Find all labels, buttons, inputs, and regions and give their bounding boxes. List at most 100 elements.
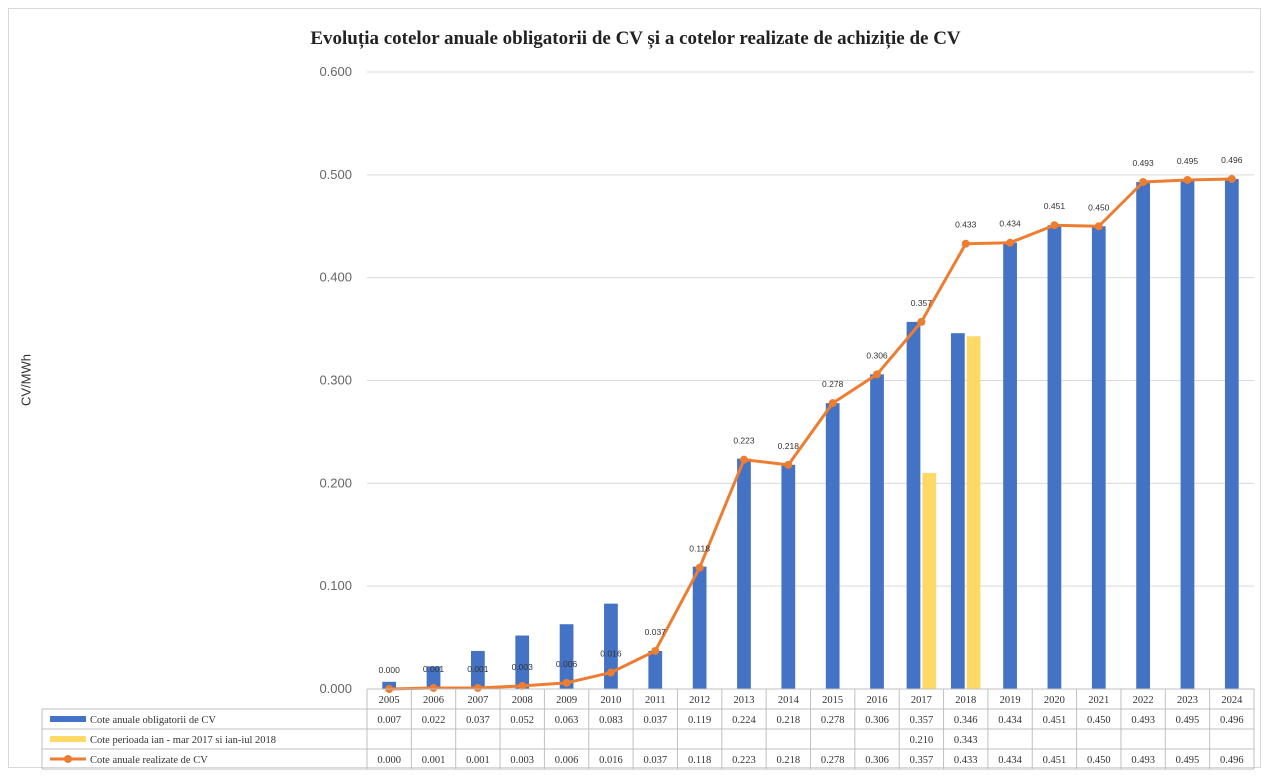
bar-obligatorii <box>426 666 441 689</box>
table-cell-value: 0.451 <box>1043 755 1067 766</box>
line-marker <box>1094 222 1103 231</box>
legend-key-marker <box>64 755 72 763</box>
table-cell-value: 0.083 <box>599 715 623 726</box>
line-data-label: 0.003 <box>512 662 534 672</box>
y-tick-labels: 0.000 0.100 0.200 0.300 0.400 0.500 0.600 <box>319 64 352 696</box>
bar-obligatorii <box>515 635 530 689</box>
bar-obligatorii <box>906 321 921 689</box>
bar-obligatorii <box>604 603 618 689</box>
line-data-label: 0.016 <box>600 649 622 659</box>
bar-obligatorii <box>737 458 751 689</box>
bar-obligatorii <box>471 650 485 689</box>
table-cell-value: 0.022 <box>422 715 446 726</box>
bar-obligatorii <box>1180 179 1195 689</box>
table-cell-value: 0.278 <box>821 715 845 726</box>
y-tick-label: 0.200 <box>319 475 352 490</box>
bar-obligatorii <box>870 374 884 689</box>
line-marker <box>1227 174 1236 183</box>
y-tick-label: 0.400 <box>319 270 352 285</box>
line-marker <box>695 563 704 572</box>
line-marker <box>1006 238 1015 247</box>
category-label: 2010 <box>600 695 621 706</box>
table-cell-value: 0.357 <box>910 755 934 766</box>
line-data-label: 0.433 <box>955 220 977 230</box>
line-marker <box>651 646 660 655</box>
category-label: 2022 <box>1133 695 1154 706</box>
table-cell-value: 0.495 <box>1176 715 1200 726</box>
table-cell-value: 0.434 <box>998 755 1022 766</box>
legend-label: Cote anuale obligatorii de CV <box>90 715 216 726</box>
table-cell-value: 0.016 <box>599 755 623 766</box>
table-cell-value: 0.451 <box>1043 715 1067 726</box>
line-realizate <box>389 177 1232 691</box>
category-label: 2006 <box>423 695 444 706</box>
category-label: 2009 <box>556 695 577 706</box>
table-cell-value: 0.000 <box>377 755 401 766</box>
line-data-label: 0.451 <box>1044 201 1066 211</box>
table-cell-value: 0.223 <box>732 755 756 766</box>
bar-perioada <box>966 336 981 689</box>
data-table: 2005 2006 2007 2008 2009 2010 2011 2012 2013 2014… <box>41 688 1255 770</box>
table-cell-value: 0.007 <box>377 715 401 726</box>
line-data-label: 0.000 <box>379 665 401 675</box>
table-cell-value: 0.118 <box>688 755 711 766</box>
category-label: 2014 <box>778 695 800 706</box>
table-cell-value: 0.493 <box>1131 755 1155 766</box>
table-cell-value: 0.006 <box>555 755 579 766</box>
line-marker <box>784 460 793 469</box>
table-cell-value: 0.224 <box>732 715 756 726</box>
y-tick-label: 0.500 <box>319 167 352 182</box>
line-data-label: 0.223 <box>733 436 755 446</box>
line-marker <box>961 239 970 248</box>
table-cell-value: 0.433 <box>954 755 978 766</box>
line-marker <box>1139 178 1148 187</box>
line-data-label: 0.001 <box>467 664 489 674</box>
legend-label: Cote perioada ian - mar 2017 si ian-iul … <box>90 735 276 746</box>
bar-obligatorii <box>648 650 663 689</box>
line-marker <box>739 455 748 464</box>
line-marker <box>828 399 837 408</box>
table-cell-value: 0.001 <box>466 755 490 766</box>
line-data-label: 0.495 <box>1177 156 1199 166</box>
table-cell-value: 0.278 <box>821 755 845 766</box>
line-marker <box>518 681 527 690</box>
line-data-label: 0.218 <box>778 441 800 451</box>
bar-perioada <box>922 473 937 689</box>
bar-obligatorii <box>1091 226 1106 689</box>
data-labels: 0.000 0.001 0.001 0.003 0.006 0.016 0.037 0.118… <box>379 155 1243 675</box>
category-label: 2007 <box>467 695 488 706</box>
line-marker <box>873 370 882 379</box>
table-cell-value: 0.218 <box>777 715 801 726</box>
table-cell-value: 0.343 <box>954 735 978 746</box>
category-label: 2013 <box>733 695 754 706</box>
line-data-label: 0.306 <box>866 350 888 360</box>
bar-obligatorii <box>950 333 965 689</box>
line-marker <box>562 678 571 687</box>
y-tick-label: 0.000 <box>319 681 352 696</box>
y-tick-label: 0.100 <box>319 578 352 593</box>
legend-key <box>50 716 86 722</box>
legend-label: Cote anuale realizate de CV <box>90 755 208 766</box>
bar-obligatorii <box>1003 242 1017 689</box>
table-cell-value: 0.052 <box>510 715 534 726</box>
bar-obligatorii <box>781 464 796 689</box>
category-label: 2021 <box>1088 695 1109 706</box>
bar-obligatorii <box>692 566 707 689</box>
line-data-label: 0.434 <box>999 219 1021 229</box>
y-tick-label: 0.600 <box>319 64 352 79</box>
line-marker <box>473 683 482 692</box>
table-cell-value: 0.434 <box>998 715 1022 726</box>
line-data-label: 0.493 <box>1132 158 1154 168</box>
category-label: 2024 <box>1221 695 1243 706</box>
category-label: 2015 <box>822 695 843 706</box>
line-marker <box>1050 221 1059 230</box>
category-label: 2012 <box>689 695 710 706</box>
table-cell-value: 0.037 <box>466 715 490 726</box>
table-cell-value: 0.306 <box>865 755 889 766</box>
bar-obligatorii <box>1224 178 1239 690</box>
line-data-label: 0.496 <box>1221 155 1243 165</box>
bar-obligatorii <box>825 403 840 689</box>
line-data-label: 0.357 <box>911 298 933 308</box>
category-label: 2005 <box>379 695 400 706</box>
category-label: 2023 <box>1177 695 1198 706</box>
